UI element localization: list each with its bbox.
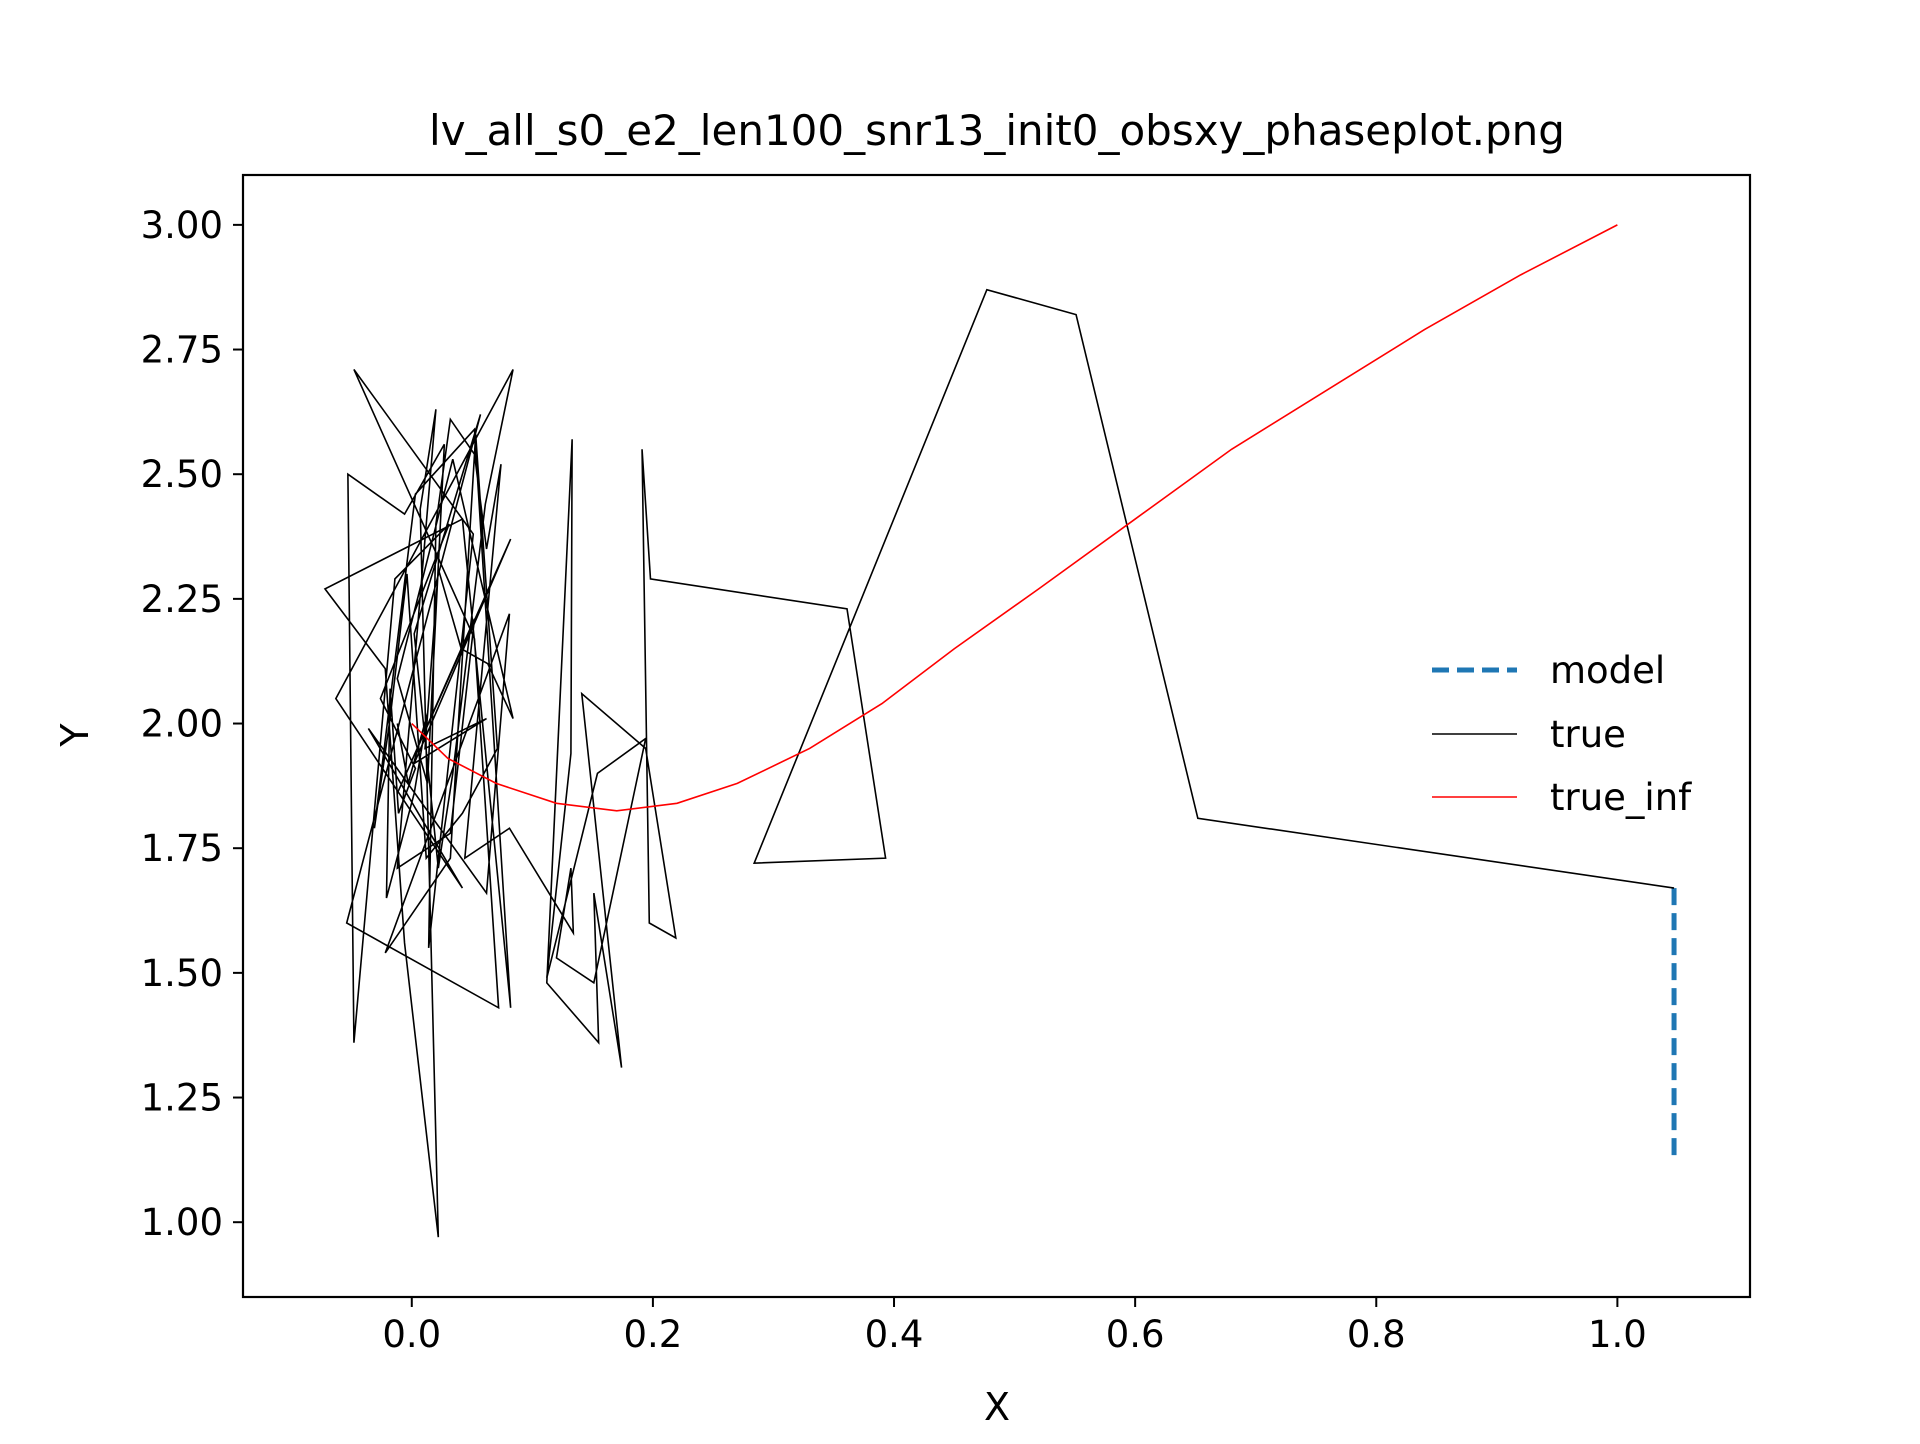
y-tick-label: 2.25 [141, 578, 223, 621]
y-tick-label: 1.50 [141, 952, 223, 995]
axes: 0.0 0.2 0.4 0.6 0.8 1.0 1.00 1.25 1.50 1.75 2.00 2.… [141, 173, 1752, 1356]
y-tick-label: 3.00 [141, 204, 223, 247]
plot-area [323, 224, 1677, 1238]
y-tick-label: 2.50 [141, 453, 223, 496]
axes-frame [241, 173, 1752, 1299]
y-tick-label: 1.75 [141, 827, 223, 870]
y-tick-label: 2.00 [141, 703, 223, 746]
x-tick-label: 0.8 [1347, 1313, 1406, 1356]
y-tick-label: 2.75 [141, 329, 223, 372]
y-tick-label: 1.00 [141, 1201, 223, 1244]
legend: model true true_inf [1432, 649, 1692, 819]
x-tick-label: 0.6 [1106, 1313, 1165, 1356]
series-line-true-inf [411, 224, 1618, 812]
x-tick-label: 0.4 [865, 1313, 924, 1356]
y-axis-label: Y [53, 723, 97, 748]
legend-label-true: true [1550, 713, 1626, 756]
legend-label-model: model [1550, 649, 1665, 692]
x-axis-label: X [984, 1385, 1010, 1429]
x-tick-label: 0.0 [382, 1313, 441, 1356]
x-tick-label: 0.2 [623, 1313, 682, 1356]
y-tick-label: 1.25 [141, 1077, 223, 1120]
series-line-true [323, 288, 1675, 1238]
x-tick-label: 1.0 [1588, 1313, 1647, 1356]
legend-label-true-inf: true_inf [1550, 776, 1692, 819]
chart-title: lv_all_s0_e2_len100_snr13_init0_obsxy_ph… [429, 106, 1565, 155]
